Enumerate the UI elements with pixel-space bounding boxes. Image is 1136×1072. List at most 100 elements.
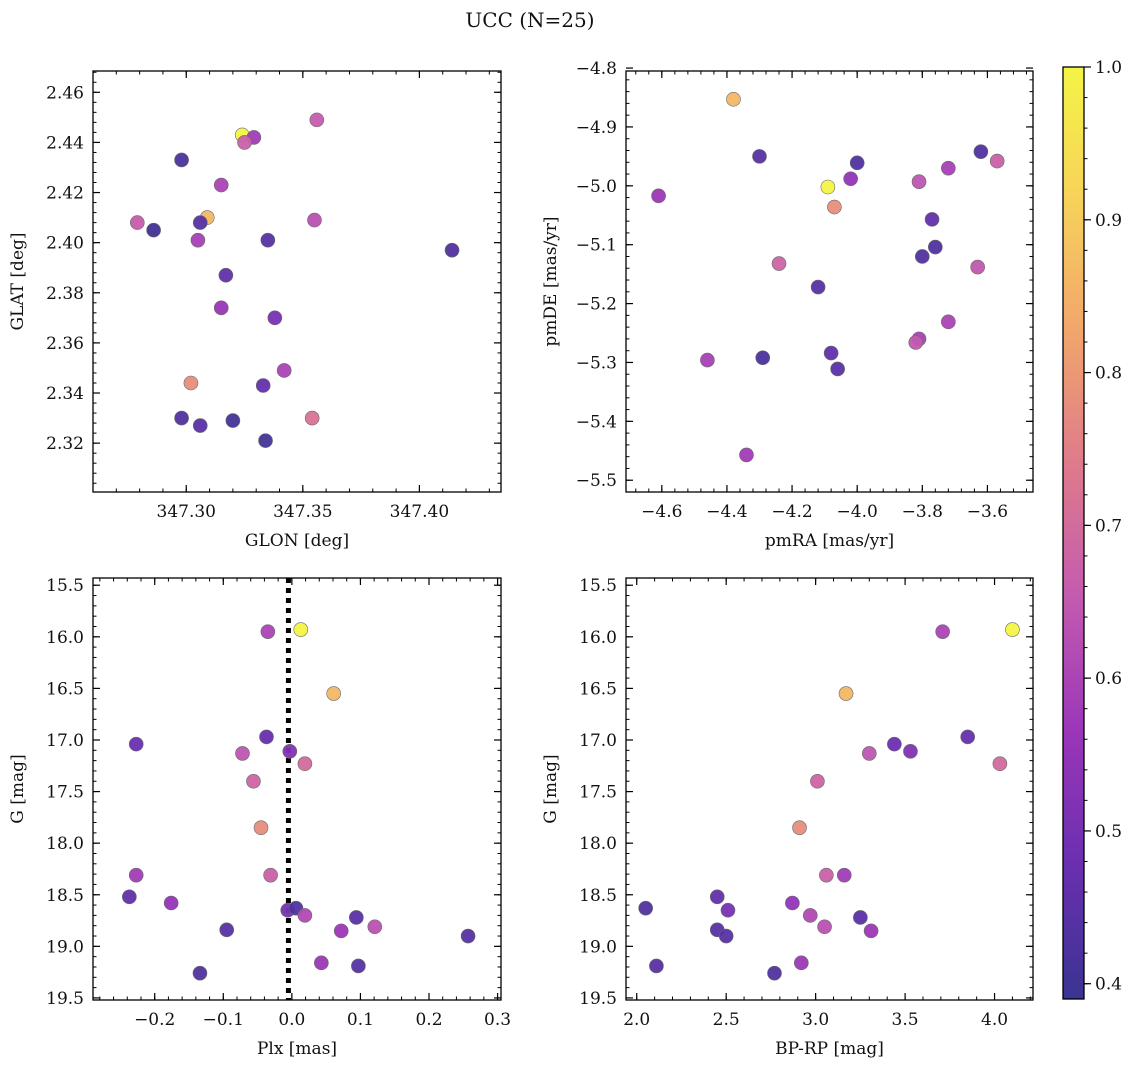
scatter-point — [941, 314, 956, 330]
x-tick-label: 347.40 — [390, 502, 449, 522]
panel-bprp-g: 2.0 2.5 3.0 3.5 4.0 15.5 16.0 16.5 17.0 17.5 18.0 1… — [541, 576, 1034, 1059]
scatter-point — [297, 908, 313, 923]
scatter-point — [122, 889, 137, 905]
scatter-point — [771, 256, 787, 271]
scatter-point — [726, 91, 741, 107]
y-tick-label: 18.0 — [579, 834, 617, 854]
colorbar-tick-label: 0.5 — [1095, 822, 1122, 842]
scatter-point — [849, 155, 865, 171]
x-axis-label: Plx [mas] — [257, 1039, 337, 1059]
colorbar-tick-label: 0.4 — [1095, 975, 1122, 995]
scatter-point — [192, 965, 208, 981]
scatter-point — [970, 259, 985, 275]
scatter-point — [928, 239, 943, 255]
x-tick-label: −4.2 — [771, 502, 812, 522]
y-tick-label: 19.5 — [46, 989, 84, 1009]
x-tick-label: 347.30 — [157, 502, 216, 522]
scatter-point — [297, 756, 313, 772]
scatter-point — [351, 958, 366, 974]
scatter-point — [823, 345, 839, 361]
scatter-point — [307, 212, 322, 228]
y-tick-label: 16.0 — [46, 628, 84, 648]
scatter-point — [941, 160, 956, 176]
y-tick-label: 18.0 — [46, 834, 84, 854]
scatter-point — [843, 171, 858, 187]
x-tick-label: −0.2 — [134, 1010, 175, 1030]
scatter-point — [259, 729, 274, 745]
y-tick-label: 19.5 — [579, 989, 617, 1009]
axes-frame — [625, 70, 1034, 493]
y-tick-label: 18.5 — [46, 886, 84, 906]
scatter-point — [792, 820, 807, 835]
x-tick-label: −0.1 — [203, 1010, 244, 1030]
scatter-point — [326, 686, 341, 701]
x-axis-label: GLON [deg] — [245, 531, 349, 551]
y-tick-label: −5.4 — [576, 412, 617, 432]
scatter-point — [192, 418, 208, 433]
x-axis-label: pmRA [mas/yr] — [765, 531, 894, 551]
scatter-point — [213, 300, 229, 316]
scatter-point — [649, 958, 664, 974]
panel-plx-g: −0.2 −0.1 0.0 0.1 0.2 0.3 15.5 16.0 16.5 17.0 17.5… — [8, 576, 511, 1059]
y-tick-label: 17.0 — [46, 731, 84, 751]
y-tick-label: 16.5 — [46, 679, 84, 699]
scatter-point — [700, 352, 715, 368]
scatter-point — [367, 919, 383, 935]
y-axis-label: G [mag] — [8, 754, 28, 823]
y-tick-label: 2.44 — [46, 133, 84, 153]
x-tick-label: 0.2 — [415, 1010, 442, 1030]
scatter-point — [192, 215, 208, 230]
axes-frame — [92, 70, 502, 493]
scatter-point — [253, 820, 269, 835]
panel-glon-glat: 347.30 347.35 347.40 2.32 2.34 2.36 2.38 2.40 2.… — [8, 70, 502, 551]
scatter-point — [827, 199, 842, 215]
y-tick-label: 2.32 — [46, 434, 84, 454]
x-tick-label: −4.6 — [641, 502, 682, 522]
x-tick-label: 2.5 — [713, 1010, 740, 1030]
y-axis-label: G [mag] — [541, 754, 561, 823]
x-tick-label: 0.3 — [484, 1010, 511, 1030]
axes-frame — [92, 577, 502, 1001]
scatter-point — [444, 242, 460, 258]
x-tick-label: 347.35 — [273, 502, 332, 522]
scatter-point — [903, 744, 918, 759]
x-tick-label: −4.0 — [837, 502, 878, 522]
scatter-point — [260, 624, 276, 639]
colorbar: 0.4 0.5 0.6 0.7 0.8 0.9 1.0 — [1062, 58, 1122, 1000]
scatter-point — [219, 922, 235, 938]
scatter-point — [992, 756, 1008, 772]
scatter-point — [785, 895, 800, 911]
colorbar-tick-label: 0.8 — [1095, 364, 1122, 384]
scatter-point — [819, 867, 834, 883]
scatter-point — [309, 112, 325, 128]
y-tick-label: −4.9 — [576, 118, 617, 138]
scatter-point — [128, 736, 144, 752]
scatter-point — [282, 744, 298, 759]
scatter-point — [174, 152, 189, 168]
scatter-point — [853, 910, 868, 925]
scatter-point — [293, 622, 309, 637]
x-tick-label: 2.0 — [623, 1010, 650, 1030]
scatter-point — [989, 153, 1005, 169]
y-tick-label: 2.36 — [46, 334, 84, 354]
y-tick-label: −5.2 — [576, 295, 617, 315]
y-tick-label: 17.5 — [579, 783, 617, 803]
y-tick-label: 18.5 — [579, 886, 617, 906]
scatter-point — [838, 686, 854, 701]
scatter-point — [651, 188, 666, 204]
x-tick-label: −3.6 — [967, 502, 1008, 522]
x-tick-label: 3.5 — [892, 1010, 919, 1030]
y-tick-label: 2.34 — [46, 384, 84, 404]
x-tick-label: 4.0 — [981, 1010, 1008, 1030]
scatter-point — [638, 900, 653, 916]
scatter-point — [863, 923, 879, 939]
colorbar-tick-label: 0.6 — [1095, 669, 1122, 689]
colorbar-tick-label: 0.7 — [1095, 516, 1122, 536]
scatter-point — [333, 923, 349, 939]
y-tick-label: −4.8 — [576, 59, 617, 79]
y-tick-label: −5.3 — [576, 353, 617, 373]
scatter-point — [887, 736, 902, 752]
scatter-point — [235, 746, 250, 761]
scatter-point — [794, 955, 809, 971]
scatter-point — [163, 895, 179, 911]
